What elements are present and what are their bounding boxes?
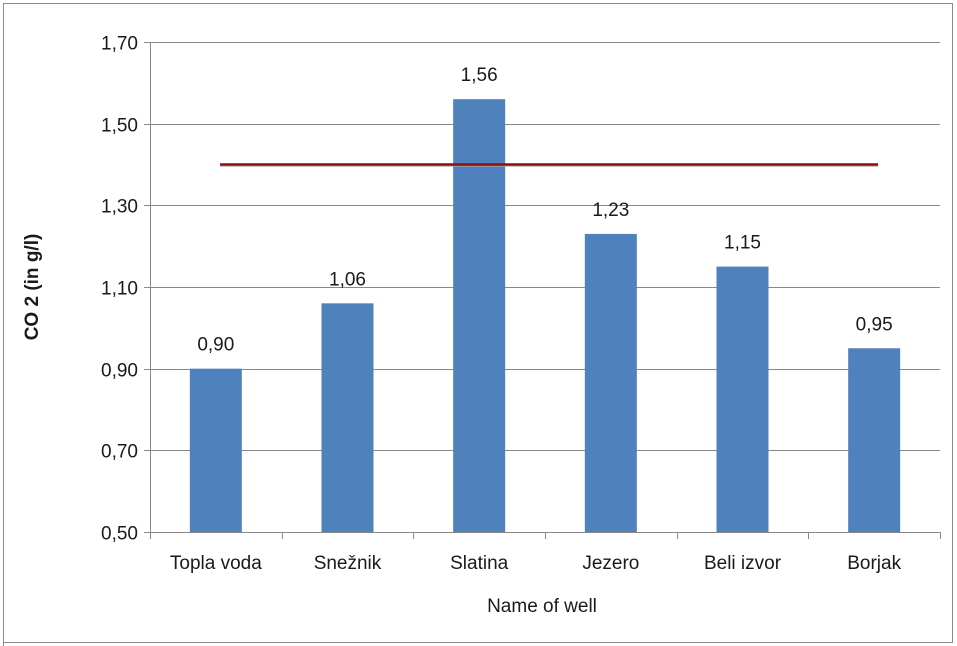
data-label: 1,23 xyxy=(592,200,629,221)
y-tick-label: 0,70 xyxy=(101,442,138,463)
x-tick-label: Beli izvor xyxy=(704,553,782,574)
x-tick-label: Jezero xyxy=(582,553,639,574)
bar xyxy=(716,266,769,532)
y-tick-label: 1,50 xyxy=(101,116,138,137)
data-label: 0,95 xyxy=(856,314,893,335)
y-tick-label: 0,90 xyxy=(101,361,138,382)
data-labels: 0,90 1,06 1,56 1,23 1,15 0,95 xyxy=(197,65,893,356)
y-tick-label: 1,10 xyxy=(101,279,138,300)
bar xyxy=(189,368,242,532)
data-label: 1,56 xyxy=(461,65,498,86)
bar xyxy=(848,348,901,532)
x-tick-labels: Topla voda Snežnik Slatina Jezero Beli izvor… xyxy=(170,553,902,574)
bar xyxy=(584,233,637,532)
gridlines xyxy=(144,42,941,539)
x-tick-label: Topla voda xyxy=(170,553,262,574)
y-tick-labels: 0,50 0,70 0,90 1,10 1,30 1,50 1,70 xyxy=(101,34,138,545)
data-label: 0,90 xyxy=(197,335,234,356)
x-tick-label: Snežnik xyxy=(314,553,382,574)
data-label: 1,15 xyxy=(724,233,761,254)
y-tick-label: 1,70 xyxy=(101,34,138,55)
data-label: 1,06 xyxy=(329,269,366,290)
x-axis-title: Name of well xyxy=(487,596,597,617)
x-tick-label: Borjak xyxy=(847,553,901,574)
x-tick-label: Slatina xyxy=(450,553,509,574)
y-axis-title: CO 2 (in g/l) xyxy=(22,234,43,341)
reference-line-group xyxy=(220,163,878,167)
bars xyxy=(189,99,901,533)
y-tick-label: 0,50 xyxy=(101,524,138,545)
bar xyxy=(453,99,506,533)
bar xyxy=(321,303,374,532)
y-tick-label: 1,30 xyxy=(101,197,138,218)
